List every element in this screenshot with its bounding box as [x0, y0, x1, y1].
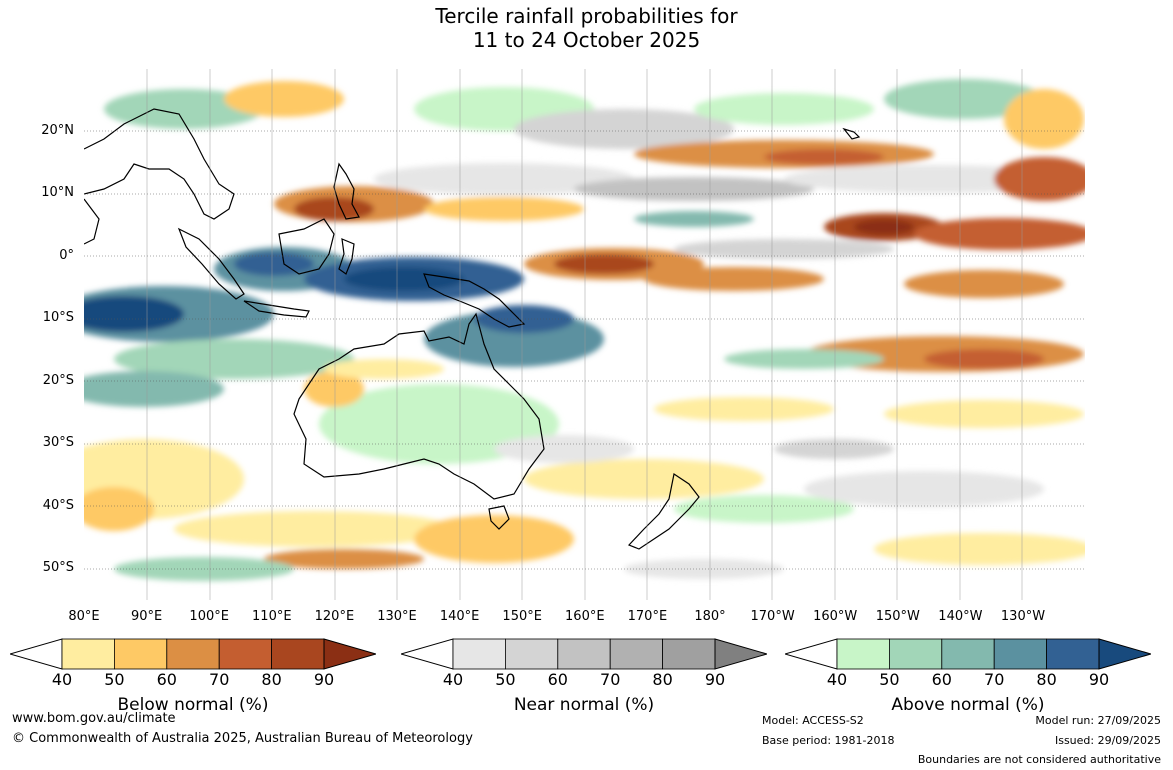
colorbar-segment	[836, 638, 890, 670]
colorbar-tick-label: 60	[547, 670, 568, 689]
colorbar-segment	[166, 638, 220, 670]
coastlines	[84, 108, 861, 550]
lat-label: 10°N	[41, 185, 74, 200]
lon-label: 130°W	[1000, 609, 1046, 624]
lon-label: 140°W	[938, 609, 983, 624]
colorbar-tick-label: 50	[495, 670, 516, 689]
colorbar-tick-label: 90	[313, 670, 335, 689]
colorbar-segment	[993, 638, 1047, 670]
model-text: Model: ACCESS-S2	[762, 714, 864, 727]
colorbar-segment	[452, 638, 506, 670]
lon-label: 80°E	[68, 609, 100, 624]
title-line-2: 11 to 24 October 2025	[472, 28, 701, 52]
colorbar-tick-label: 80	[261, 670, 282, 689]
colorbar-tick-label: 40	[51, 670, 73, 689]
lon-label: 140°E	[439, 609, 480, 624]
colorbar-segment	[505, 638, 559, 670]
colorbar-tick-label: 70	[600, 670, 621, 689]
colorbar-tick-label: 50	[879, 670, 900, 689]
map-title: Tercile rainfall probabilities for 11 to…	[0, 4, 1173, 52]
lon-label: 160°W	[813, 609, 858, 624]
colorbar-low-extend	[399, 638, 454, 670]
model-run-text: Model run: 27/09/2025	[1035, 714, 1161, 727]
colorbar-segment	[941, 638, 995, 670]
website-link[interactable]: www.bom.gov.au/climate	[12, 711, 176, 726]
lat-label: 50°S	[42, 560, 74, 575]
graticule	[84, 130, 1085, 570]
colorbar-segment	[218, 638, 272, 670]
lat-label: 10°S	[42, 310, 74, 325]
colorbar-tick-label: 40	[826, 670, 848, 689]
colorbar-low-extend	[8, 638, 63, 670]
lon-label: 100°E	[189, 609, 229, 624]
colorbar-high-extend	[323, 638, 378, 670]
colorbar-svg	[399, 638, 769, 670]
lon-label: 180°	[694, 609, 726, 624]
lon-label: 150°E	[502, 609, 542, 624]
colorbar-near-normal	[399, 638, 769, 670]
disclaimer-text: Boundaries are not considered authoritat…	[917, 753, 1161, 766]
lat-label: 30°S	[42, 435, 74, 450]
lat-label: 20°S	[42, 373, 74, 388]
colorbar-high-extend	[1098, 638, 1153, 670]
issued-text: Issued: 29/09/2025	[1054, 734, 1161, 747]
colorbar-segment	[271, 638, 325, 670]
lat-label: 20°N	[41, 123, 74, 138]
colorbar-tick-label: 60	[156, 670, 177, 689]
colorbar-near-normal-label: Near normal (%)	[513, 695, 655, 715]
lon-label: 170°E	[627, 609, 668, 624]
colorbar-tick-label: 70	[209, 670, 230, 689]
colorbar-tick-label: 90	[704, 670, 726, 689]
colorbar-svg	[8, 638, 378, 670]
colorbar-above-normal	[783, 638, 1153, 670]
colorbar-tick-label: 50	[104, 670, 125, 689]
colorbar-segment	[1046, 638, 1100, 670]
colorbar-svg	[783, 638, 1153, 670]
copyright-text: © Commonwealth of Australia 2025, Austra…	[12, 731, 473, 746]
colorbar-tick-label: 90	[1088, 670, 1110, 689]
colorbar-segment	[889, 638, 943, 670]
colorbar-segment	[662, 638, 716, 670]
base-period-text: Base period: 1981-2018	[762, 734, 895, 747]
colorbar-tick-label: 80	[1036, 670, 1057, 689]
lat-label: 40°S	[42, 498, 74, 513]
lon-label: 160°E	[565, 609, 605, 624]
lat-label: 0°	[59, 248, 74, 263]
lon-label: 130°E	[377, 609, 417, 624]
lon-label: 150°W	[875, 609, 920, 624]
colorbar-high-extend	[714, 638, 769, 670]
lon-label: 120°E	[314, 609, 355, 624]
field-patches	[84, 79, 1085, 581]
meridians	[146, 69, 1023, 600]
colorbar-tick-label: 70	[984, 670, 1005, 689]
lon-label: 90°E	[130, 609, 163, 624]
lon-label: 170°W	[750, 609, 795, 624]
colorbar-below-normal-label: Below normal (%)	[117, 695, 269, 715]
rainfall-probability-map	[84, 69, 1085, 600]
colorbar-segment	[114, 638, 168, 670]
colorbar-segment	[609, 638, 663, 670]
colorbar-segment	[557, 638, 611, 670]
colorbar-above-normal-label: Above normal (%)	[891, 695, 1045, 715]
colorbar-tick-label: 60	[931, 670, 952, 689]
title-line-1: Tercile rainfall probabilities for	[435, 4, 738, 28]
colorbar-tick-label: 40	[442, 670, 464, 689]
colorbar-segment	[61, 638, 115, 670]
lon-label: 110°E	[252, 609, 292, 624]
colorbar-below-normal	[8, 638, 378, 670]
colorbar-low-extend	[783, 638, 838, 670]
colorbar-tick-label: 80	[652, 670, 673, 689]
